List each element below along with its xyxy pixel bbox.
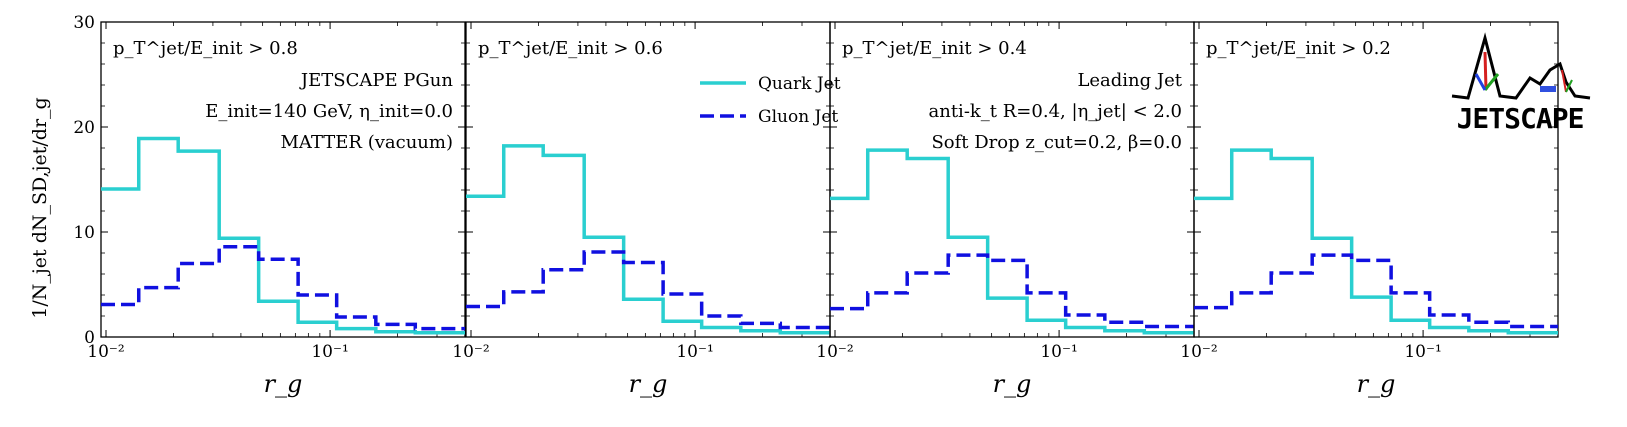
annotation-text: Leading Jet — [1077, 70, 1182, 91]
y-axis-label-text: 1/N_jet dN_SD,jet/dr_g — [29, 97, 51, 318]
panel-frame — [465, 21, 831, 338]
cut-label: p_T^jet/E_init > 0.4 — [842, 38, 1027, 59]
panel-3: 10⁻² 10⁻¹ r_g p_T^jet/E_init > 0.4 Leading J… — [816, 21, 1195, 398]
gluon-jet-series — [1194, 253, 1558, 329]
x-tick-label: 10⁻² — [816, 342, 853, 362]
panel-4: 10⁻² 10⁻¹ r_g p_T^jet/E_init > 0.2 — [1180, 21, 1559, 398]
x-axis-label: r_g — [264, 370, 303, 398]
legend-quark-label: Quark Jet — [758, 74, 841, 94]
gluon-jet-series — [466, 250, 830, 330]
annotation-text: Soft Drop z_cut=0.2, β=0.0 — [931, 132, 1182, 153]
mountain-outline — [1451, 32, 1591, 100]
panel-frame — [100, 21, 466, 338]
annotation-text: anti-k_t R=0.4, |η_jet| < 2.0 — [929, 101, 1183, 122]
quark-jet-series — [101, 136, 465, 335]
quark-jet-series — [466, 144, 830, 335]
x-tick-label: 10⁻¹ — [311, 342, 348, 362]
panel-1: 0 10 20 30 10⁻² 10⁻¹ r_g p_T^jet/E_init > 0.8JE… — [73, 13, 466, 398]
x-axis-label: r_g — [1357, 370, 1396, 398]
annotation-text: JETSCAPE PGun — [299, 70, 454, 91]
y-tick-label: 30 — [73, 13, 95, 33]
x-tick-label: 10⁻² — [1180, 342, 1217, 362]
x-tick-label: 10⁻² — [87, 342, 124, 362]
y-tick-label: 10 — [73, 223, 95, 243]
annotation-text: MATTER (vacuum) — [281, 132, 454, 153]
green-stroke-small — [1565, 79, 1573, 93]
red-stroke — [1483, 51, 1488, 91]
y-tick-label: 0 — [84, 328, 95, 348]
legend: Quark Jet Gluon Jet — [700, 74, 841, 127]
jetscape-logo: JETSCAPE — [1451, 32, 1591, 135]
gluon-jet-series — [830, 253, 1194, 329]
x-tick-label: 10⁻¹ — [676, 342, 713, 362]
green-stroke — [1483, 73, 1500, 91]
cut-label: p_T^jet/E_init > 0.6 — [478, 38, 663, 59]
legend-gluon-label: Gluon Jet — [758, 107, 838, 127]
y-axis-label: 1/N_jet dN_SD,jet/dr_g — [29, 97, 51, 318]
x-tick-label: 10⁻² — [452, 342, 489, 362]
y-tick-label: 20 — [73, 118, 95, 138]
x-axis-label: r_g — [993, 370, 1032, 398]
axes-group: 0 10 20 30 10⁻² 10⁻¹ r_g p_T^jet/E_init > 0.8JE… — [73, 13, 1559, 398]
red-stroke-small — [1561, 69, 1567, 93]
x-axis-label: r_g — [629, 370, 668, 398]
cut-label: p_T^jet/E_init > 0.8 — [113, 38, 298, 59]
logo-text: JETSCAPE — [1457, 102, 1584, 135]
x-tick-label: 10⁻¹ — [1040, 342, 1077, 362]
x-tick-label: 10⁻¹ — [1404, 342, 1441, 362]
gluon-jet-series — [101, 244, 465, 331]
blue-stroke — [1474, 73, 1487, 91]
cut-label: p_T^jet/E_init > 0.2 — [1206, 38, 1391, 59]
quark-jet-series — [830, 148, 1194, 335]
panel-frame — [1193, 21, 1559, 338]
blue-mark — [1540, 86, 1556, 92]
quark-jet-series — [1194, 148, 1558, 335]
annotation-text: E_init=140 GeV, η_init=0.0 — [205, 101, 453, 122]
